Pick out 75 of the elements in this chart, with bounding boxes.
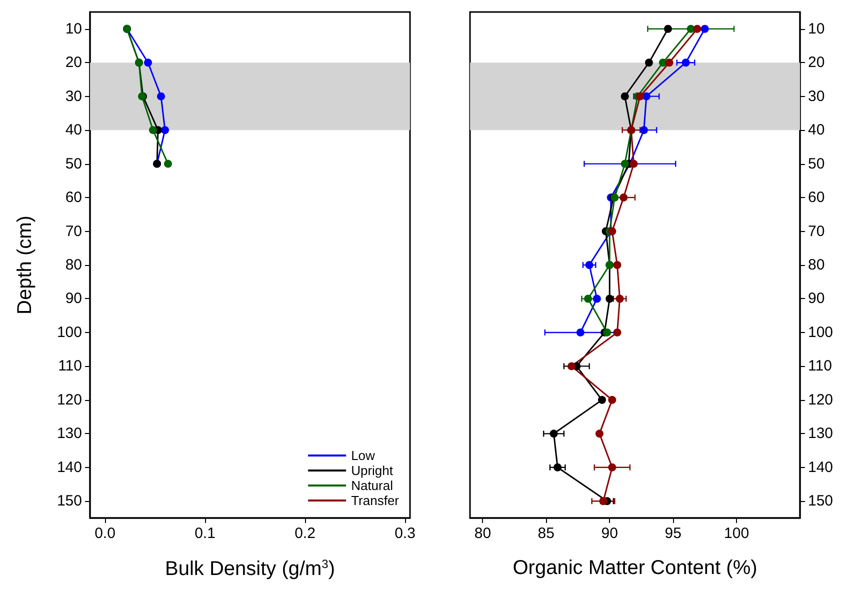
y-tick-label: 90 xyxy=(65,290,82,308)
x-tick-label: 0.1 xyxy=(194,525,216,542)
y-tick-label: 60 xyxy=(65,189,82,206)
point xyxy=(682,58,690,67)
point xyxy=(550,430,558,438)
point xyxy=(636,92,644,100)
y-tick-label: 20 xyxy=(65,54,82,72)
point xyxy=(164,160,172,168)
x-tick-label: 85 xyxy=(538,525,554,542)
y-tick-label: 80 xyxy=(808,256,825,274)
legend-label: Low xyxy=(351,448,376,463)
x-tick-label: 0.3 xyxy=(394,525,416,542)
y-tick-label: 120 xyxy=(808,391,834,408)
legend-label: Upright xyxy=(351,463,394,478)
point xyxy=(608,463,616,472)
point xyxy=(620,194,628,202)
y-tick-label: 120 xyxy=(56,391,82,408)
y-tick-label: 10 xyxy=(65,20,82,38)
y-tick-label: 70 xyxy=(808,222,825,240)
y-tick-label: 50 xyxy=(808,155,825,172)
x-tick-label: 0.0 xyxy=(94,525,116,542)
point xyxy=(157,92,165,100)
y-tick-label: 40 xyxy=(65,122,82,139)
y-tick-label: 80 xyxy=(65,256,82,274)
point xyxy=(595,430,604,438)
y-tick-label: 90 xyxy=(808,290,825,308)
y-tick-label: 140 xyxy=(808,458,834,476)
point xyxy=(608,396,616,404)
x-axis-title: Organic Matter Content (%) xyxy=(512,557,758,579)
y-tick-label: 30 xyxy=(65,88,82,105)
y-tick-label: 60 xyxy=(808,189,825,206)
y-tick-label: 130 xyxy=(56,425,82,442)
y-tick-label: 110 xyxy=(58,358,82,375)
y-axis-title: Depth (cm) xyxy=(14,216,36,314)
y-tick-label: 20 xyxy=(808,54,825,72)
x-tick-label: 95 xyxy=(664,525,682,542)
point xyxy=(613,328,622,336)
y-tick-label: 30 xyxy=(808,88,825,105)
point xyxy=(598,396,606,404)
y-tick-label: 140 xyxy=(56,458,82,476)
y-tick-label: 50 xyxy=(65,155,82,172)
point xyxy=(664,24,672,33)
point xyxy=(584,294,592,303)
y-tick-label: 100 xyxy=(56,324,82,341)
x-tick-label: 100 xyxy=(724,525,750,542)
point xyxy=(554,463,562,472)
point xyxy=(144,58,152,67)
point xyxy=(693,24,702,33)
point xyxy=(616,294,624,303)
point xyxy=(576,328,584,336)
point xyxy=(630,160,638,168)
point xyxy=(620,160,629,168)
legend-label: Natural xyxy=(351,478,394,493)
point xyxy=(149,126,157,134)
point xyxy=(620,92,629,100)
point xyxy=(700,24,709,33)
point xyxy=(161,126,169,134)
y-tick-label: 110 xyxy=(808,358,832,375)
y-tick-label: 100 xyxy=(808,324,834,341)
x-tick-label: 0.2 xyxy=(294,525,316,542)
point xyxy=(665,58,674,67)
legend-label: Transfer xyxy=(351,493,400,508)
point xyxy=(585,261,594,269)
y-tick-label: 10 xyxy=(808,20,825,38)
y-tick-label: 130 xyxy=(808,425,834,442)
y-tick-label: 70 xyxy=(65,222,82,240)
y-tick-label: 150 xyxy=(808,492,834,510)
point xyxy=(613,261,622,269)
y-tick-label: 150 xyxy=(56,492,82,510)
point xyxy=(568,362,576,370)
x-tick-label: 80 xyxy=(474,525,492,542)
x-tick-label: 90 xyxy=(601,525,618,542)
y-tick-label: 40 xyxy=(808,122,825,139)
point xyxy=(644,58,653,67)
point xyxy=(603,328,612,336)
